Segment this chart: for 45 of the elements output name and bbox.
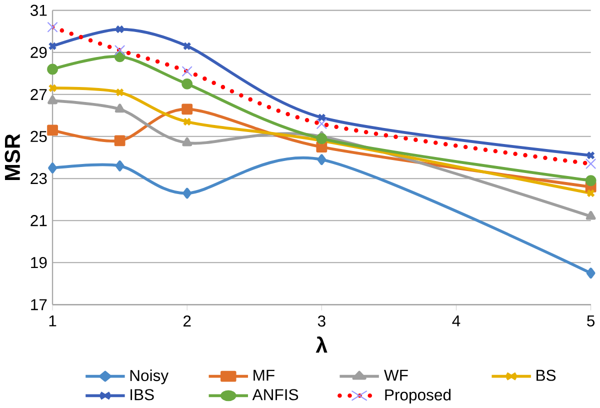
x-tick-label: 5 (587, 315, 595, 326)
x-tick-label: 1 (49, 315, 56, 326)
point (317, 154, 326, 165)
legend-label: MF (254, 370, 274, 381)
y-tick-label: 27 (30, 88, 47, 100)
x-tick-label: 4 (452, 315, 460, 326)
point (586, 268, 596, 278)
point (182, 188, 192, 199)
point (115, 160, 124, 172)
legend-label: IBS (130, 388, 154, 400)
point (316, 133, 328, 144)
y-tick-label: 19 (31, 256, 47, 268)
y-tick-label: 29 (30, 46, 47, 58)
legend-label: Proposed (385, 388, 451, 404)
point (586, 210, 596, 220)
point (182, 137, 192, 146)
x-tick-label: 3 (318, 315, 326, 327)
point (116, 88, 124, 97)
point (114, 135, 126, 146)
point (114, 104, 125, 113)
y-axis-title: MSR (4, 134, 20, 180)
point (182, 42, 192, 50)
legend-label: ANFIS (252, 388, 298, 400)
x-axis-title: λ (316, 336, 328, 353)
legend-label: BS (536, 370, 556, 381)
legend-label: WF (384, 370, 408, 381)
y-tick-label: 23 (30, 172, 47, 184)
legend-label: Noisy (130, 369, 169, 384)
point (182, 104, 193, 115)
point (47, 124, 58, 136)
point (182, 117, 192, 126)
y-tick-label: 17 (31, 299, 47, 310)
point (48, 95, 58, 104)
point (317, 113, 326, 122)
point (47, 64, 58, 75)
point (116, 24, 124, 34)
point (585, 175, 596, 186)
point (316, 141, 328, 152)
point (114, 51, 126, 62)
y-tick-label: 25 (30, 130, 47, 142)
x-tick-label: 2 (183, 315, 191, 326)
y-tick-label: 31 (30, 4, 47, 16)
point (48, 162, 57, 174)
y-tick-label: 21 (30, 214, 47, 226)
point (182, 78, 193, 90)
